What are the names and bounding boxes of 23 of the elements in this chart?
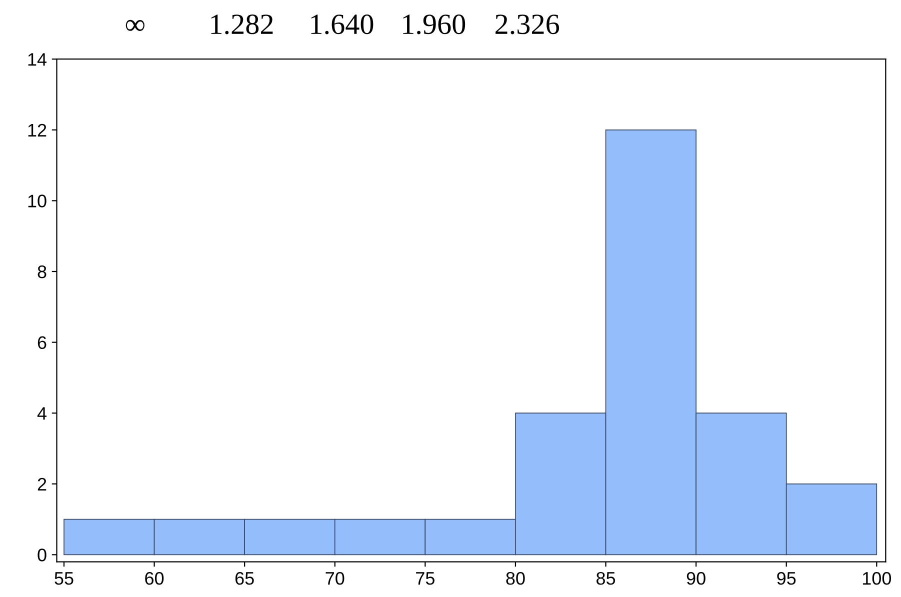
- text: 1.282: [211, 14, 273, 34]
- x-tick-label: 85: [596, 572, 616, 585]
- y-tick-label: 6: [38, 336, 46, 350]
- y-tick-label: 0: [38, 548, 46, 562]
- x-tick-label: 70: [326, 572, 344, 585]
- text: 1.640: [311, 14, 374, 34]
- x-tick-label: 65: [235, 572, 254, 585]
- x-tick-label: 90: [686, 572, 706, 585]
- y-tick-label: 12: [28, 124, 46, 136]
- y-tick-label: 14: [28, 53, 47, 66]
- x-tick-label: 100: [862, 572, 892, 585]
- x-tick-label: 75: [416, 572, 434, 585]
- y-tick-label: 10: [28, 194, 46, 208]
- text: ∞: [126, 20, 144, 31]
- text: 1.960: [403, 14, 466, 34]
- x-tick-label: 95: [777, 572, 796, 585]
- y-tick-label: 8: [38, 265, 46, 278]
- x-tick-label: 60: [145, 572, 164, 585]
- x-tick-label: 80: [506, 572, 525, 585]
- y-tick-label: 4: [37, 407, 47, 420]
- x-tick-label: 55: [54, 572, 74, 585]
- y-tick-label: 2: [38, 478, 46, 490]
- text: 2.326: [496, 14, 560, 34]
